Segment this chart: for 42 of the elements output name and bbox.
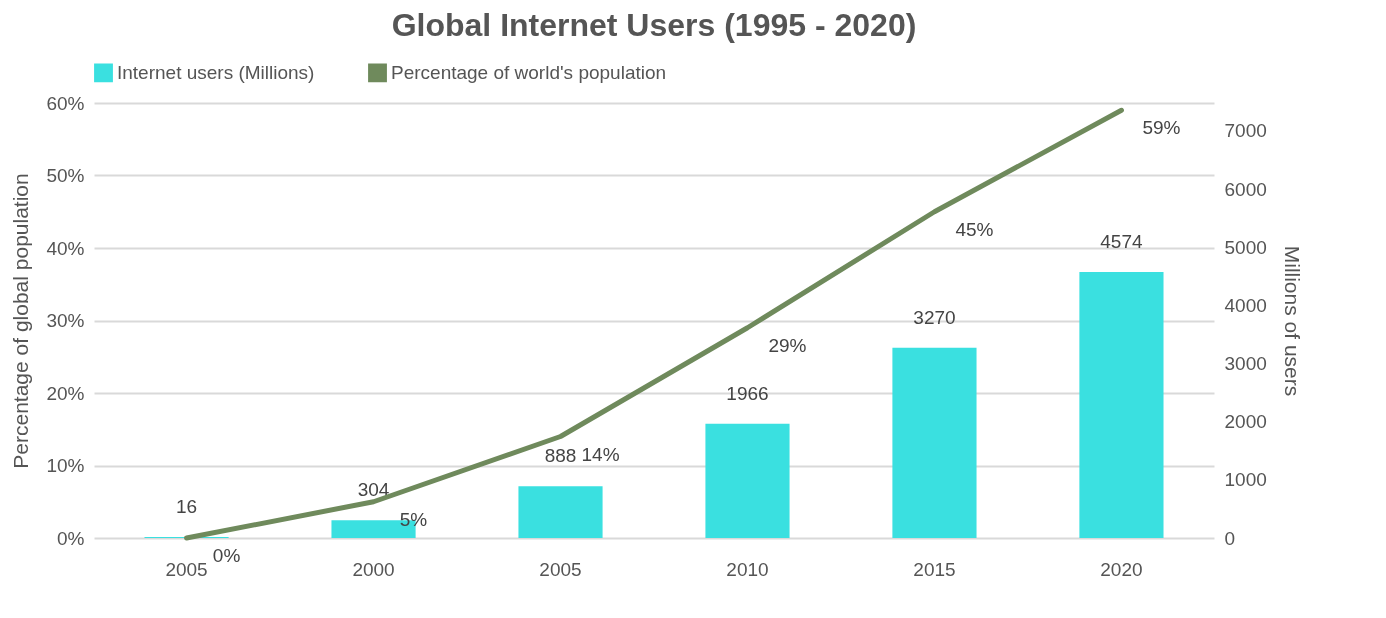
data-label: 5% <box>399 508 428 530</box>
data-label: 29% <box>768 334 807 356</box>
y-tick-label: 60% <box>46 92 85 114</box>
data-label: 14% <box>581 443 620 465</box>
data-label: 888 <box>544 445 577 467</box>
y-tick-label: 0% <box>57 527 85 549</box>
y2-tick-label: 0 <box>1224 527 1236 549</box>
x-tick-label: 2020 <box>1100 558 1143 580</box>
chart-title: Global Internet Users (1995 - 2020) <box>391 7 917 43</box>
legend-label: Internet users (Millions) <box>117 61 315 83</box>
y2-tick-label: 3000 <box>1224 353 1267 375</box>
y2-axis-title: Millions of users <box>1280 245 1304 397</box>
legend-label: Percentage of world's population <box>391 61 667 83</box>
y2-tick-label: 5000 <box>1224 236 1267 258</box>
y-tick-label: 40% <box>46 237 85 259</box>
x-tick-label: 2005 <box>539 558 582 580</box>
x-tick-label: 2005 <box>165 558 208 580</box>
y-tick-label: 10% <box>46 455 85 476</box>
x-tick-label: 2000 <box>352 558 395 580</box>
bar <box>1079 272 1164 538</box>
y2-tick-label: 4000 <box>1224 294 1267 316</box>
y-tick-label: 20% <box>46 382 85 404</box>
data-label: 45% <box>955 218 994 240</box>
data-label: 59% <box>1142 117 1181 139</box>
y2-tick-label: 2000 <box>1224 411 1267 433</box>
data-label: 3270 <box>913 306 956 328</box>
data-label: 16 <box>175 496 198 518</box>
y-tick-label: 30% <box>46 310 85 331</box>
y2-tick-label: 6000 <box>1224 178 1267 200</box>
data-label: 304 <box>357 479 390 501</box>
data-label: 0% <box>212 545 241 566</box>
data-label: 4574 <box>1100 231 1144 252</box>
y-axis-title: Percentage of global population <box>9 173 33 469</box>
bar <box>892 347 977 538</box>
y-tick-label: 50% <box>46 165 85 186</box>
y2-tick-label: 1000 <box>1224 469 1267 491</box>
x-tick-label: 2010 <box>726 558 769 580</box>
bar <box>518 486 603 538</box>
bar <box>705 423 790 538</box>
x-tick-label: 2015 <box>913 558 956 580</box>
data-label: 1966 <box>726 382 769 404</box>
y2-tick-label: 7000 <box>1224 120 1267 142</box>
